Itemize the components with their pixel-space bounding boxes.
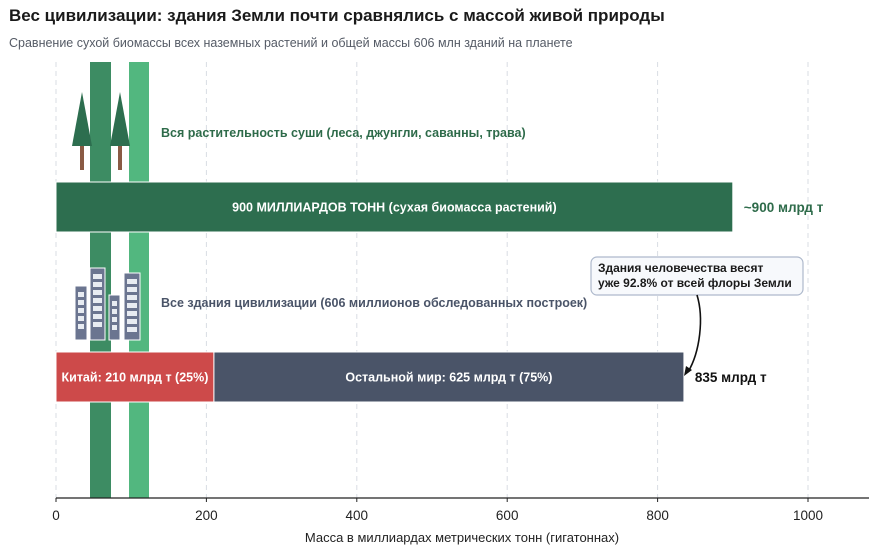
building-window (93, 306, 102, 311)
building-window (93, 298, 102, 303)
building-window (127, 287, 137, 292)
bar-total-label: 835 млрд т (695, 370, 767, 385)
x-tick-label: 400 (346, 508, 369, 523)
building-window (93, 314, 102, 319)
building-window (78, 292, 84, 297)
tree-crown (110, 92, 130, 146)
x-tick-label: 0 (52, 508, 60, 523)
bar-total-label: ~900 млрд т (744, 200, 824, 215)
bars-layer (55, 181, 734, 403)
tree-trunk (80, 146, 84, 170)
building-window (127, 279, 137, 284)
building-window (127, 295, 137, 300)
annotation-arrow (687, 294, 702, 373)
building-window (112, 317, 117, 322)
bar-segment (55, 181, 734, 233)
building-window (127, 303, 137, 308)
grid-layer (55, 62, 809, 498)
icons-layer (72, 92, 141, 341)
building-window (127, 311, 137, 316)
bar-segment-label: Остальной мир: 625 млрд т (75%) (345, 371, 552, 385)
building-window (93, 322, 102, 327)
x-tick-label: 600 (496, 508, 519, 523)
building-window (93, 290, 102, 295)
annotation-arrowhead (684, 366, 692, 376)
building-window (127, 327, 137, 332)
building-window (112, 309, 117, 314)
building-icon (123, 272, 141, 341)
tree-trunk (118, 146, 122, 170)
building-window (78, 316, 84, 321)
building-window (112, 301, 117, 306)
chart-title: Вес цивилизации: здания Земли почти срав… (9, 6, 665, 25)
x-axis-label: Масса в миллиардах метрических тонн (гиг… (305, 530, 619, 545)
x-axis: 0 200 400 600 800 1000 Масса в миллиардах метр… (52, 497, 869, 545)
bar-segment (213, 351, 685, 403)
category-label: Все здания цивилизации (606 миллионов об… (161, 296, 587, 310)
bar-segment-label: 900 МИЛЛИАРДОВ ТОНН (сухая биомасса раст… (232, 201, 557, 215)
building-icon (74, 285, 88, 341)
chart-subtitle: Сравнение сухой биомассы всех наземных р… (9, 36, 573, 50)
building-window (112, 325, 117, 330)
bar-segment-label: Китай: 210 млрд т (25%) (62, 371, 209, 385)
building-icon (108, 294, 121, 341)
building-window (93, 274, 102, 279)
building-window (127, 319, 137, 324)
annotation-text: уже 92.8% от всей флоры Земли (598, 276, 792, 290)
building-window (78, 308, 84, 313)
x-tick-label: 800 (646, 508, 669, 523)
tree-icon (72, 92, 92, 170)
tree-icon (110, 92, 130, 170)
category-label: Вся растительность суши (леса, джунгли, … (161, 126, 526, 140)
building-icon (89, 267, 106, 341)
bar-segment (55, 351, 215, 403)
labels-layer: Вся растительность суши (леса, джунгли, … (62, 126, 824, 385)
building-window (93, 282, 102, 287)
tree-crown (72, 92, 92, 146)
annotation-text: Здания человечества весят (598, 261, 763, 275)
building-window (78, 324, 84, 329)
x-tick-label: 1000 (793, 508, 823, 523)
building-window (78, 300, 84, 305)
x-tick-label: 200 (195, 508, 218, 523)
